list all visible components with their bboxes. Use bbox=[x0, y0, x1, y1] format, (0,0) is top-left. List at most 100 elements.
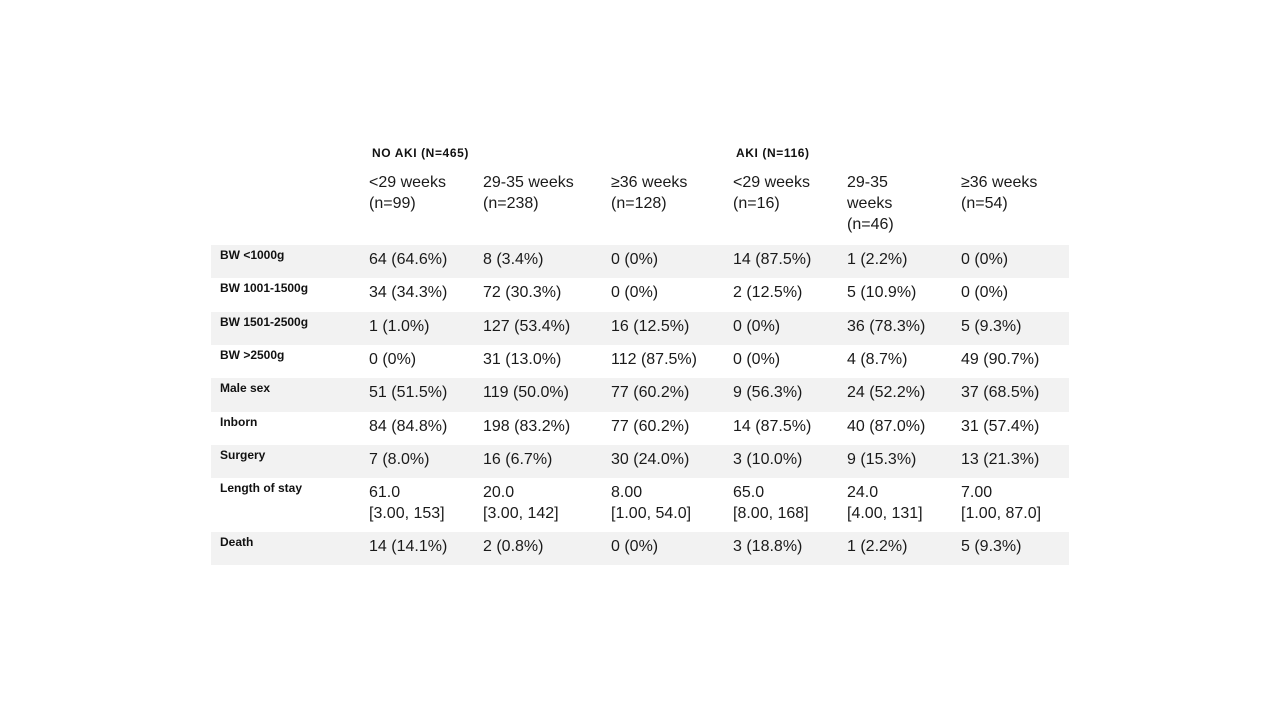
table-cell: 13 (21.3%) bbox=[961, 449, 1039, 470]
row-label: Death bbox=[220, 535, 254, 549]
row-label: Male sex bbox=[220, 381, 271, 395]
table-cell: 40 (87.0%) bbox=[847, 416, 925, 437]
table-cell-line: 16 (12.5%) bbox=[611, 318, 690, 335]
table-cell-line: 64 (64.6%) bbox=[369, 251, 448, 268]
table-cell-line: 3 (10.0%) bbox=[733, 451, 803, 468]
table-cell-line: 16 (6.7%) bbox=[483, 451, 553, 468]
table-cell: 77 (60.2%) bbox=[611, 382, 689, 403]
table-cell-line: 0 (0%) bbox=[961, 251, 1009, 268]
table-cell-line: 0 (0%) bbox=[733, 318, 781, 335]
table-cell: 0 (0%) bbox=[961, 282, 1008, 303]
column-header: <29 weeks (n=16) bbox=[733, 172, 810, 214]
table-cell-line: 34 (34.3%) bbox=[369, 284, 448, 301]
table-cell: 9 (56.3%) bbox=[733, 382, 802, 403]
column-header-line: (n=99) bbox=[369, 195, 416, 212]
column-header-line: <29 weeks bbox=[369, 174, 446, 191]
table-cell: 0 (0%) bbox=[733, 349, 780, 370]
table-cell: 31 (57.4%) bbox=[961, 416, 1039, 437]
table-cell: 77 (60.2%) bbox=[611, 416, 689, 437]
column-header-line: (n=46) bbox=[847, 216, 894, 233]
table-cell: 0 (0%) bbox=[369, 349, 416, 370]
table-cell: 9 (15.3%) bbox=[847, 449, 916, 470]
column-header-line: 29-35 bbox=[847, 174, 888, 191]
table-cell: 2 (0.8%) bbox=[483, 536, 543, 557]
table-cell: 84 (84.8%) bbox=[369, 416, 447, 437]
table-cell-line: 112 (87.5%) bbox=[611, 351, 697, 368]
table-cell-line: 77 (60.2%) bbox=[611, 418, 690, 435]
table-cell-line: 77 (60.2%) bbox=[611, 384, 690, 401]
table-cell: 36 (78.3%) bbox=[847, 316, 925, 337]
table-cell-line: 40 (87.0%) bbox=[847, 418, 926, 435]
table-cell-line: 7 (8.0%) bbox=[369, 451, 430, 468]
data-table: BW <1000g 64 (64.6%) 8 (3.4%) 0 (0%) 14 (87.… bbox=[211, 245, 1069, 565]
table-cell: 16 (6.7%) bbox=[483, 449, 552, 470]
table-cell-line: 36 (78.3%) bbox=[847, 318, 926, 335]
table-cell: 1 (1.0%) bbox=[369, 316, 429, 337]
table-cell-line: 37 (68.5%) bbox=[961, 384, 1040, 401]
table-cell: 61.0 [3.00, 153] bbox=[369, 482, 445, 524]
table-cell-line: 2 (12.5%) bbox=[733, 284, 803, 301]
table-cell-line: 7.00 bbox=[961, 484, 993, 501]
table-cell: 7 (8.0%) bbox=[369, 449, 429, 470]
row-label: BW <1000g bbox=[220, 248, 285, 262]
table-cell-line: 5 (10.9%) bbox=[847, 284, 917, 301]
table-cell: 8.00 [1.00, 54.0] bbox=[611, 482, 691, 524]
table-cell-line: 0 (0%) bbox=[961, 284, 1009, 301]
row-label: Surgery bbox=[220, 448, 266, 462]
table-cell-line: 14 (14.1%) bbox=[369, 538, 448, 555]
table-cell-line: 119 (50.0%) bbox=[483, 384, 569, 401]
row-label: Inborn bbox=[220, 415, 258, 429]
group-header-aki: AKI (N=116) bbox=[736, 146, 810, 160]
column-header: <29 weeks (n=99) bbox=[369, 172, 446, 214]
table-row: Male sex 51 (51.5%) 119 (50.0%) 77 (60.2%) 9… bbox=[211, 378, 1069, 412]
table-cell-line: 0 (0%) bbox=[733, 351, 781, 368]
table-cell-line: [4.00, 131] bbox=[847, 505, 923, 522]
table-row: Length of stay 61.0 [3.00, 153] 20.0 [3.00, … bbox=[211, 478, 1069, 532]
table-cell-line: 14 (87.5%) bbox=[733, 418, 812, 435]
table-cell-line: 24 (52.2%) bbox=[847, 384, 926, 401]
table-cell: 14 (87.5%) bbox=[733, 249, 811, 270]
table-cell-line: 127 (53.4%) bbox=[483, 318, 571, 335]
table-cell: 0 (0%) bbox=[733, 316, 780, 337]
table-cell-line: 31 (57.4%) bbox=[961, 418, 1040, 435]
table-cell-line: 0 (0%) bbox=[369, 351, 417, 368]
table-cell: 51 (51.5%) bbox=[369, 382, 447, 403]
table-cell-line: 5 (9.3%) bbox=[961, 318, 1022, 335]
table-cell: 16 (12.5%) bbox=[611, 316, 689, 337]
table-cell-line: 0 (0%) bbox=[611, 284, 659, 301]
table-cell: 5 (9.3%) bbox=[961, 316, 1021, 337]
table-cell: 3 (10.0%) bbox=[733, 449, 802, 470]
table-row: BW 1501-2500g 1 (1.0%) 127 (53.4%) 16 (12.5… bbox=[211, 312, 1069, 345]
table-cell-line: 1 (2.2%) bbox=[847, 538, 908, 555]
column-header: ≥36 weeks (n=128) bbox=[611, 172, 687, 214]
table-cell: 24.0 [4.00, 131] bbox=[847, 482, 923, 524]
column-header-line: (n=54) bbox=[961, 195, 1008, 212]
table-cell: 198 (83.2%) bbox=[483, 416, 570, 437]
row-label: BW >2500g bbox=[220, 348, 285, 362]
table-cell-line: 8.00 bbox=[611, 484, 643, 501]
table-cell: 5 (9.3%) bbox=[961, 536, 1021, 557]
column-header-line: (n=128) bbox=[611, 195, 667, 212]
table-cell: 7.00 [1.00, 87.0] bbox=[961, 482, 1041, 524]
table-cell: 0 (0%) bbox=[961, 249, 1008, 270]
table-cell-line: 1 (2.2%) bbox=[847, 251, 908, 268]
table-cell-line: 65.0 bbox=[733, 484, 765, 501]
column-header-line: ≥36 weeks bbox=[611, 174, 688, 191]
table-cell: 72 (30.3%) bbox=[483, 282, 561, 303]
table-row: Death 14 (14.1%) 2 (0.8%) 0 (0%) 3 (18.8%) 1 … bbox=[211, 532, 1069, 565]
table-cell: 2 (12.5%) bbox=[733, 282, 802, 303]
table-cell-line: 9 (56.3%) bbox=[733, 384, 803, 401]
table-cell-line: 20.0 bbox=[483, 484, 515, 501]
table-cell-line: 51 (51.5%) bbox=[369, 384, 448, 401]
column-header-line: weeks bbox=[847, 195, 893, 212]
table-cell-line: 49 (90.7%) bbox=[961, 351, 1040, 368]
table-cell: 4 (8.7%) bbox=[847, 349, 907, 370]
table-cell: 8 (3.4%) bbox=[483, 249, 543, 270]
column-header-line: 29-35 weeks bbox=[483, 174, 574, 191]
table-cell-line: [3.00, 153] bbox=[369, 505, 445, 522]
table-cell-line: 84 (84.8%) bbox=[369, 418, 448, 435]
column-header-line: <29 weeks bbox=[733, 174, 810, 191]
table-cell-line: 8 (3.4%) bbox=[483, 251, 544, 268]
table-cell-line: 30 (24.0%) bbox=[611, 451, 690, 468]
